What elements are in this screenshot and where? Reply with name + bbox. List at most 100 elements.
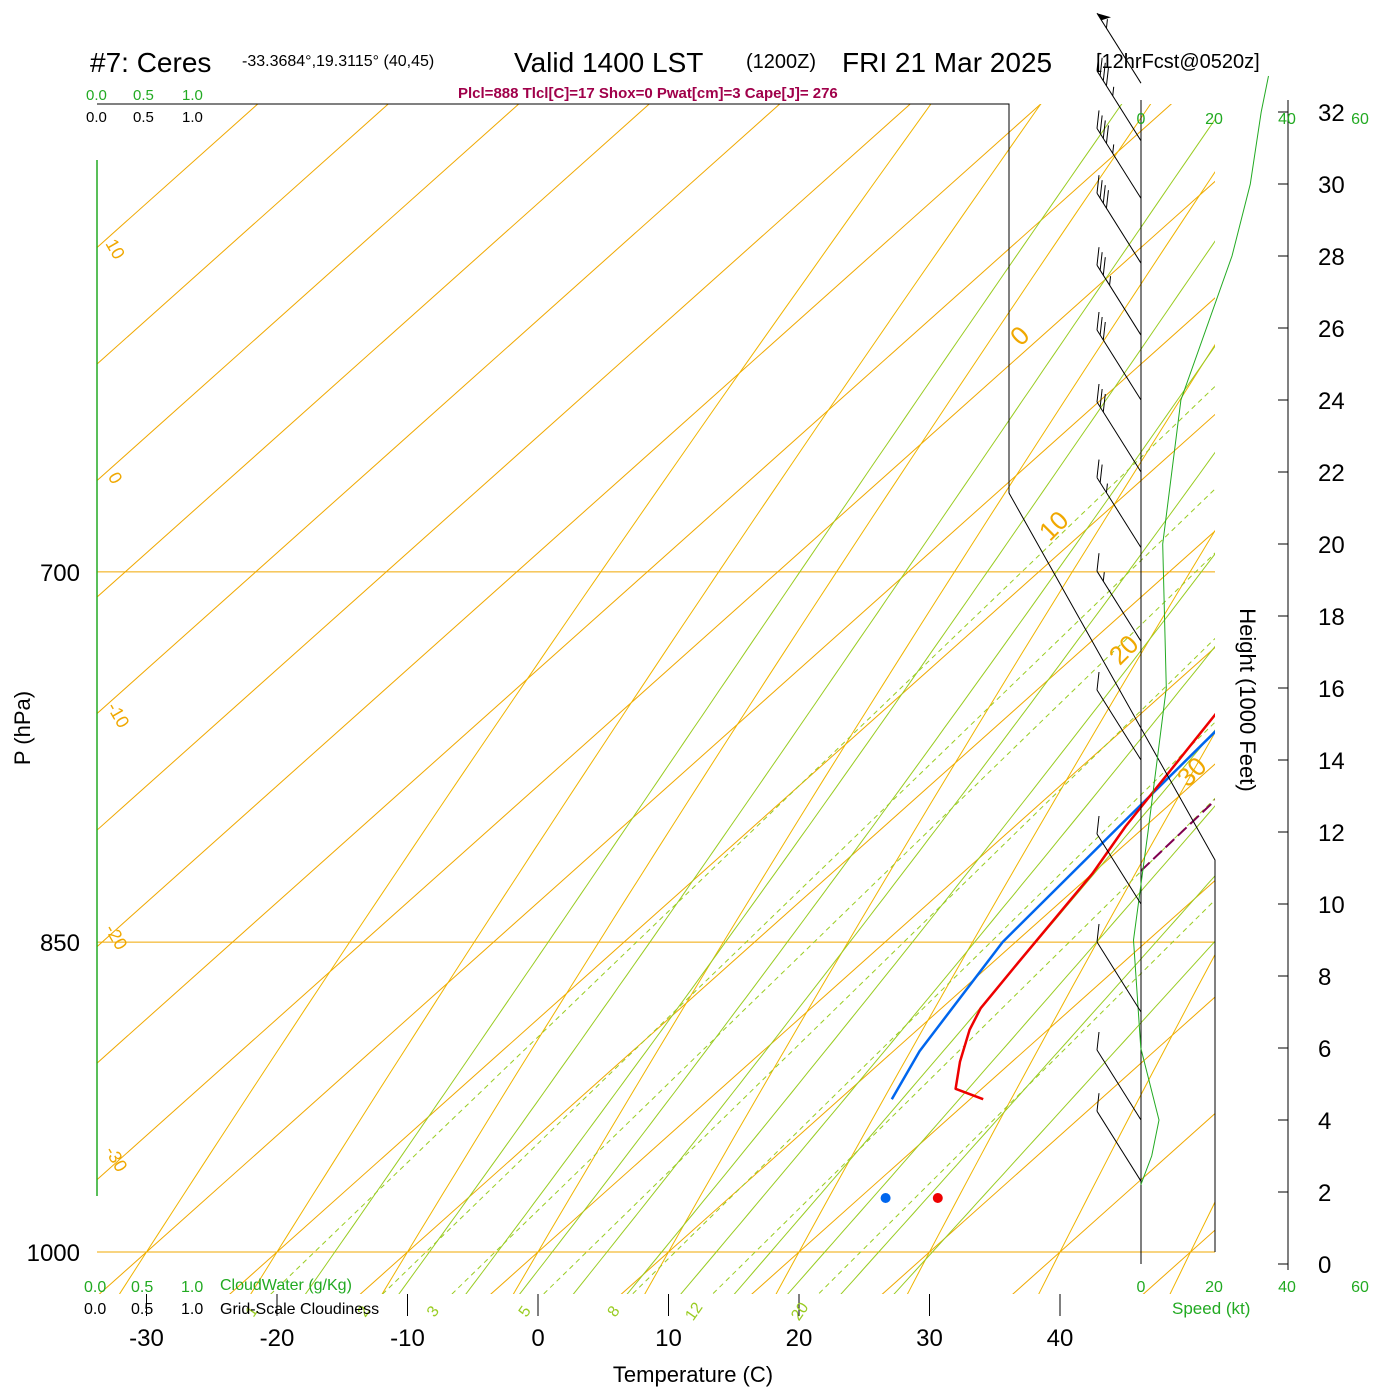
height-tick-label: 8 — [1318, 964, 1331, 991]
height-tick-label: 18 — [1318, 604, 1345, 631]
dry-adiabat — [1038, 953, 1215, 1294]
dry-adiabat — [250, 104, 1042, 1294]
cloud-scale-top-black-2: 1.0 — [182, 109, 203, 126]
isotherm — [97, 104, 1042, 948]
x-axis-title: Temperature (C) — [613, 1362, 773, 1387]
height-tick-label: 20 — [1318, 532, 1345, 559]
height-tick-label: 14 — [1318, 748, 1345, 775]
moist-adiabat — [787, 805, 1215, 1294]
height-tick-label: 10 — [1318, 892, 1345, 919]
cloud-scale-bottom-black-2: 1.0 — [181, 1301, 203, 1318]
mixing-ratio-line — [817, 899, 1215, 1294]
isotherm — [620, 763, 1215, 1294]
surface-dewpoint-marker — [880, 1193, 891, 1203]
speed-tick-label-top: 40 — [1278, 111, 1296, 128]
station-coords: -33.3684°,19.3115° (40,45) — [242, 53, 434, 70]
mixing-ratio-line — [451, 552, 1215, 1294]
height-tick-label: 12 — [1318, 820, 1345, 847]
moist-adiabat — [572, 451, 1215, 1294]
isotherm — [97, 104, 651, 598]
height-tick-label: 28 — [1318, 244, 1345, 271]
wind-barb — [1096, 815, 1142, 905]
speed-tick-label-top: 60 — [1351, 111, 1369, 128]
pressure-tick-label: 1000 — [27, 1240, 80, 1267]
cloud-scale-top-green-1: 0.5 — [133, 87, 154, 104]
wind-barb — [1096, 459, 1142, 548]
x-tick-label: 10 — [655, 1325, 682, 1352]
speed-tick-label-top: 0 — [1137, 111, 1146, 128]
cloud-scale-top-black-1: 0.5 — [133, 109, 154, 126]
isotherm — [97, 104, 1173, 1064]
isotherm — [97, 104, 781, 715]
wind-barb — [1096, 12, 1142, 84]
isotherm-label: 30 — [1171, 751, 1213, 793]
y-axis-title: P (hPa) — [10, 691, 35, 765]
speed-tick-label-bottom: 60 — [1351, 1279, 1369, 1296]
cloud-scale-bottom-black-1: 0.5 — [131, 1301, 153, 1318]
wind-barb — [1096, 923, 1142, 1013]
dry-adiabat — [118, 104, 932, 1294]
cloud-scale-top-black-0: 0.0 — [86, 109, 107, 126]
cloud-scale-bottom-green-1: 0.5 — [131, 1279, 153, 1296]
cloud-scale-bottom: 0.0 0.5 1.0 CloudWater (g/Kg) 0.0 0.5 1.… — [84, 1277, 379, 1318]
wind-barb — [1096, 311, 1142, 401]
dry-adiabat — [775, 529, 1215, 1294]
dry-adiabat — [906, 731, 1215, 1294]
cloud-scale-bottom-green-2: 1.0 — [181, 1279, 203, 1296]
pressure-tick-label: 850 — [40, 930, 80, 957]
cloud-scale-top-green-2: 1.0 — [182, 87, 203, 104]
height-tick-label: 26 — [1318, 316, 1345, 343]
mixing-ratio-line — [542, 637, 1215, 1294]
height-tick-label: 2 — [1318, 1180, 1331, 1207]
isotherm — [98, 297, 1215, 1294]
chart-frame — [96, 100, 1289, 1270]
x-tick-label: 0 — [531, 1325, 544, 1352]
isotherm — [490, 646, 1215, 1294]
cloudiness-label: Grid-Scale Cloudiness — [220, 1301, 379, 1318]
wind-barb — [1096, 52, 1142, 142]
wind-panel — [1096, 12, 1269, 1185]
isotherm — [359, 530, 1215, 1294]
wind-barb — [1096, 175, 1142, 264]
pressure-tick-label: 700 — [40, 560, 80, 587]
mixing-ratio-line — [270, 385, 1215, 1294]
height-tick-label: 4 — [1318, 1108, 1331, 1135]
isotherm-label: -20 — [101, 921, 131, 954]
x-tick-label: -20 — [260, 1325, 295, 1352]
moist-adiabat — [893, 940, 1215, 1294]
wind-barb — [1096, 1031, 1142, 1121]
moist-adiabat — [733, 729, 1215, 1294]
speed-axis-title: Speed (kt) — [1172, 1299, 1250, 1318]
isotherm-label: 20 — [1103, 629, 1145, 671]
isotherm — [97, 104, 912, 831]
cloud-scale-bottom-black-0: 0.0 — [84, 1301, 106, 1318]
mixing-ratio-line — [631, 721, 1215, 1294]
valid-time: Valid 1400 LST — [514, 47, 703, 78]
station-title: #7: Ceres — [90, 47, 211, 78]
cloud-scale-top: 0.0 0.5 1.0 0.0 0.5 1.0 — [86, 87, 203, 126]
isotherm — [97, 104, 259, 249]
x-tick-label: 40 — [1047, 1325, 1074, 1352]
plot-boundary — [97, 103, 1216, 1252]
dry-adiabat — [512, 171, 1215, 1294]
skewt-profiles — [880, 712, 1215, 1203]
mixing-ratio-label: 8 — [605, 1303, 624, 1320]
isotherm — [97, 180, 1215, 1181]
valid-date: FRI 21 Mar 2025 — [842, 47, 1052, 78]
mixing-ratio-line — [381, 488, 1215, 1294]
wind-barb — [1096, 383, 1142, 473]
moist-adiabat — [840, 875, 1215, 1294]
height-tick-label: 30 — [1318, 172, 1345, 199]
wind-barb — [1096, 671, 1142, 761]
wind-barb — [1096, 110, 1142, 199]
mixing-ratio-label: 20 — [788, 1300, 812, 1324]
moist-adiabat — [465, 240, 1215, 1294]
mixing-ratio-label: 5 — [516, 1303, 535, 1320]
wind-barb — [1096, 553, 1142, 642]
moist-adiabat — [626, 553, 1215, 1294]
cloud-scale-top-green-0: 0.0 — [86, 87, 107, 104]
temperature-trace — [954, 712, 1215, 1101]
x-tick-label: -10 — [390, 1325, 425, 1352]
